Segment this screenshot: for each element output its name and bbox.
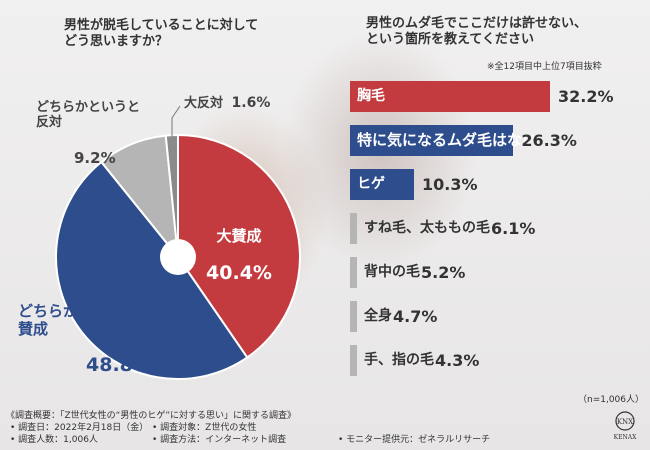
svg-text:KNX: KNX [617,418,633,426]
bar-value-0: 32.2% [558,87,614,106]
pie-value-very-agree: 40.4% [206,261,272,284]
bar-label-0: 胸毛 [357,88,385,104]
bar-value-4: 5.2% [421,263,466,282]
bar-value-1: 26.3% [521,131,577,150]
kenax-logo: KNX KENAX [608,408,642,442]
bar-label-6: 手、指の毛 [364,352,434,368]
bar-value-6: 4.3% [435,351,480,370]
bar-6: 手、指の毛 [350,345,434,376]
pie-center-hole [160,239,196,275]
survey-count: • 調査人数：1,006人 [10,435,98,445]
bar-value-5: 4.7% [393,307,438,326]
pie-question-title: 男性が脱毛していることに対して どう思いますか？ [64,18,259,49]
survey-title: 《調査概要：「Z世代女性の“男性のヒゲ”に対する思い」に関する調査》 [6,411,296,421]
bar-label-5: 全身 [364,308,392,324]
bar-question-title: 男性のムダ毛でここだけは許せない、 という箇所を教えてください [366,16,588,47]
survey-target: • 調査対象：Z世代の女性 [152,423,257,433]
survey-method: • 調査方法：インターネット調査 [152,435,287,445]
pie-slice-somewhat-agree [55,160,249,380]
pie-leader-line [171,105,181,136]
pie-slice-very-agree [177,133,301,359]
bar-note: ※全12項目中上位7項目抜粋 [487,62,602,72]
pie-label-very-agree: 大賛成 40.4% [204,211,274,302]
bar-label-3: すね毛、太ももの毛 [364,220,490,236]
pie-label-strongly-disagree: 大反対 1.6% [184,95,270,112]
pie-value-somewhat-agree: 48.8% [86,354,152,376]
pie-label-somewhat-disagree-name: どちらかというと 反対 [36,99,141,130]
pie-value-strongly-disagree: 1.6% [231,95,271,111]
survey-date: • 調査日：2022年2月18日（金） [10,423,149,433]
pie-label-somewhat-agree-name: どちらかというと 賛成 [18,302,139,338]
bar-label-2: ヒゲ [357,176,385,192]
bar-value-3: 6.1% [491,219,536,238]
pie-value-somewhat-disagree: 9.2% [74,148,116,167]
pie-label-strongly-disagree-name: 大反対 [184,96,224,111]
bar-value-2: 10.3% [421,175,478,194]
bar-label-1: 特に気になるムダ毛はない [357,131,538,149]
bar-0: 胸毛 [350,81,550,112]
bar-2: ヒゲ [350,169,414,200]
svg-text:KENAX: KENAX [614,434,637,441]
pie-label-very-agree-name: 大賛成 [216,227,262,246]
sample-size: （n=1,006人） [578,395,645,405]
survey-provider: • モニター提供元：ゼネラルリサーチ [338,435,491,445]
bar-label-4: 背中の毛 [364,264,420,280]
bar-3: すね毛、太ももの毛 [350,213,490,244]
pie-label-somewhat-disagree: どちらかというと 反対 9.2% [36,86,140,182]
bar-1: 特に気になるムダ毛はない [350,125,537,156]
bar-4: 背中の毛 [350,257,420,288]
pie-label-somewhat-agree: どちらかというと 賛成 48.8% [18,286,152,394]
bar-5: 全身 [350,301,392,332]
